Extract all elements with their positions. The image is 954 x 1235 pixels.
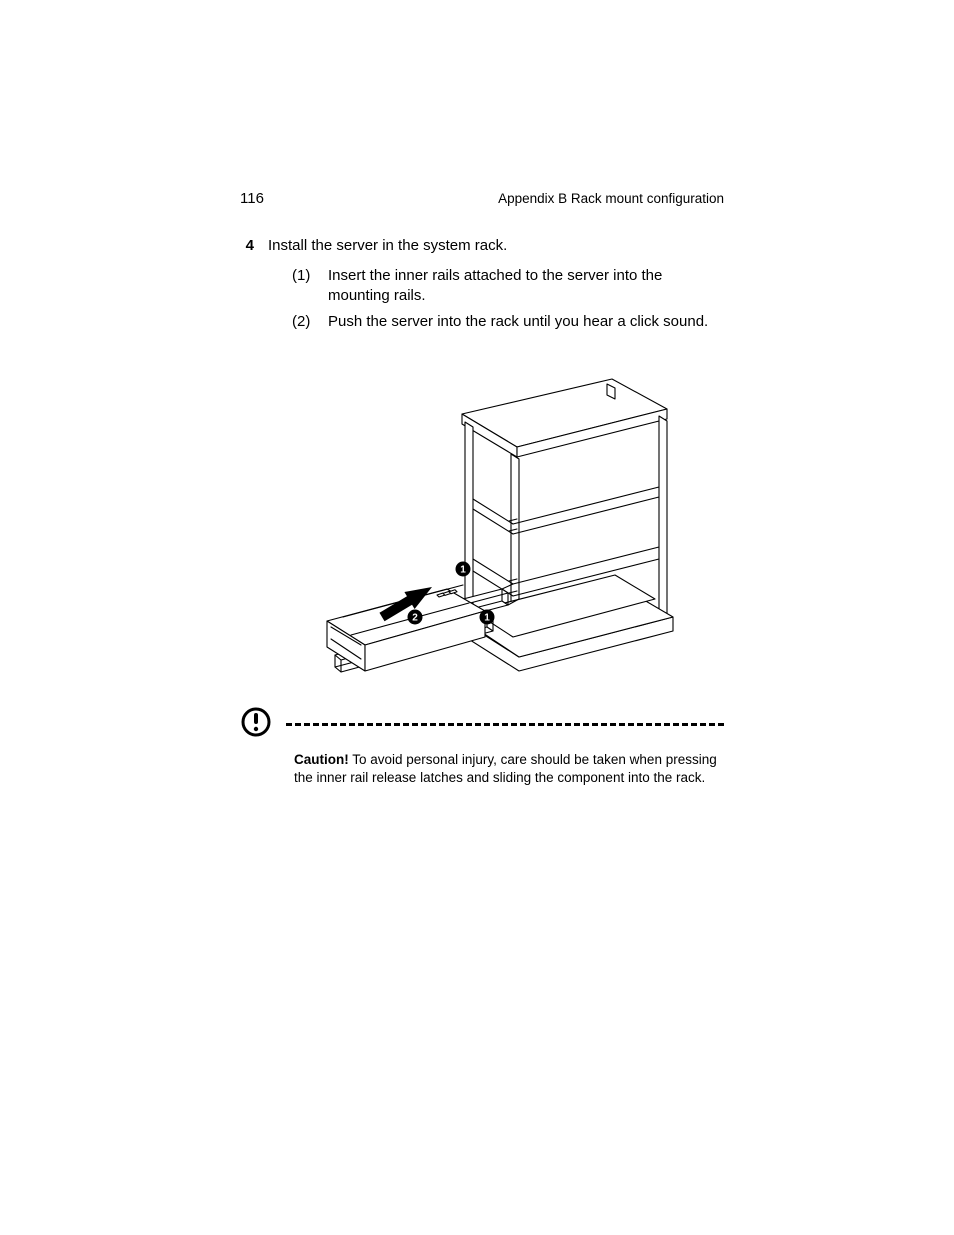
step-body: Install the server in the system rack. (…	[268, 237, 724, 339]
substep-2: (2) Push the server into the rack until …	[268, 312, 724, 332]
substep-1-num: (1)	[292, 266, 318, 307]
substep-1-text: Insert the inner rails attached to the s…	[328, 266, 724, 307]
page-number: 116	[240, 190, 264, 207]
caution-content: Caution! To avoid personal injury, care …	[294, 751, 724, 787]
step-text: Install the server in the system rack.	[268, 237, 724, 256]
rack-diagram-svg: 1 2 1	[287, 359, 677, 694]
manual-page: 116 Appendix B Rack mount configuration …	[0, 0, 954, 1235]
substep-1: (1) Insert the inner rails attached to t…	[268, 266, 724, 307]
step-4: 4 Install the server in the system rack.…	[240, 237, 724, 339]
substep-2-text: Push the server into the rack until you …	[328, 312, 724, 332]
caution-divider	[286, 723, 724, 726]
caution-text: Caution! To avoid personal injury, care …	[294, 751, 724, 787]
exclamation-circle-icon	[240, 706, 272, 743]
page-header: 116 Appendix B Rack mount configuration	[240, 190, 724, 207]
svg-text:2: 2	[412, 612, 418, 623]
caution-header-row	[240, 706, 724, 743]
svg-text:1: 1	[484, 612, 490, 623]
svg-text:1: 1	[460, 564, 466, 575]
caution-body: To avoid personal injury, care should be…	[294, 752, 717, 785]
install-figure: 1 2 1	[240, 359, 724, 694]
step-number: 4	[240, 237, 254, 339]
appendix-title: Appendix B Rack mount configuration	[498, 191, 724, 206]
substep-2-num: (2)	[292, 312, 318, 332]
caution-block: Caution! To avoid personal injury, care …	[240, 751, 724, 787]
caution-label: Caution!	[294, 752, 349, 767]
substep-list: (1) Insert the inner rails attached to t…	[268, 266, 724, 333]
